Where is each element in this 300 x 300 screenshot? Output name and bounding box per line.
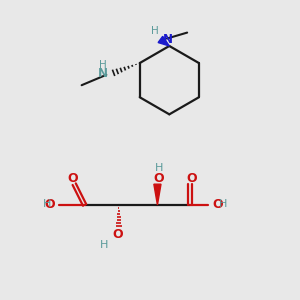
Text: H: H bbox=[100, 60, 107, 70]
Polygon shape bbox=[158, 36, 169, 46]
Text: N: N bbox=[98, 67, 107, 80]
Text: O: O bbox=[112, 228, 123, 241]
Text: O: O bbox=[186, 172, 197, 185]
Text: H: H bbox=[151, 26, 158, 35]
Text: O: O bbox=[68, 172, 78, 185]
Text: H: H bbox=[100, 240, 109, 250]
Polygon shape bbox=[154, 184, 161, 205]
Text: N: N bbox=[163, 33, 172, 46]
Text: H: H bbox=[43, 200, 52, 209]
Text: O: O bbox=[212, 198, 223, 211]
Text: H: H bbox=[155, 163, 163, 172]
Text: H: H bbox=[219, 200, 227, 209]
Text: O: O bbox=[45, 198, 55, 211]
Text: O: O bbox=[154, 172, 164, 185]
